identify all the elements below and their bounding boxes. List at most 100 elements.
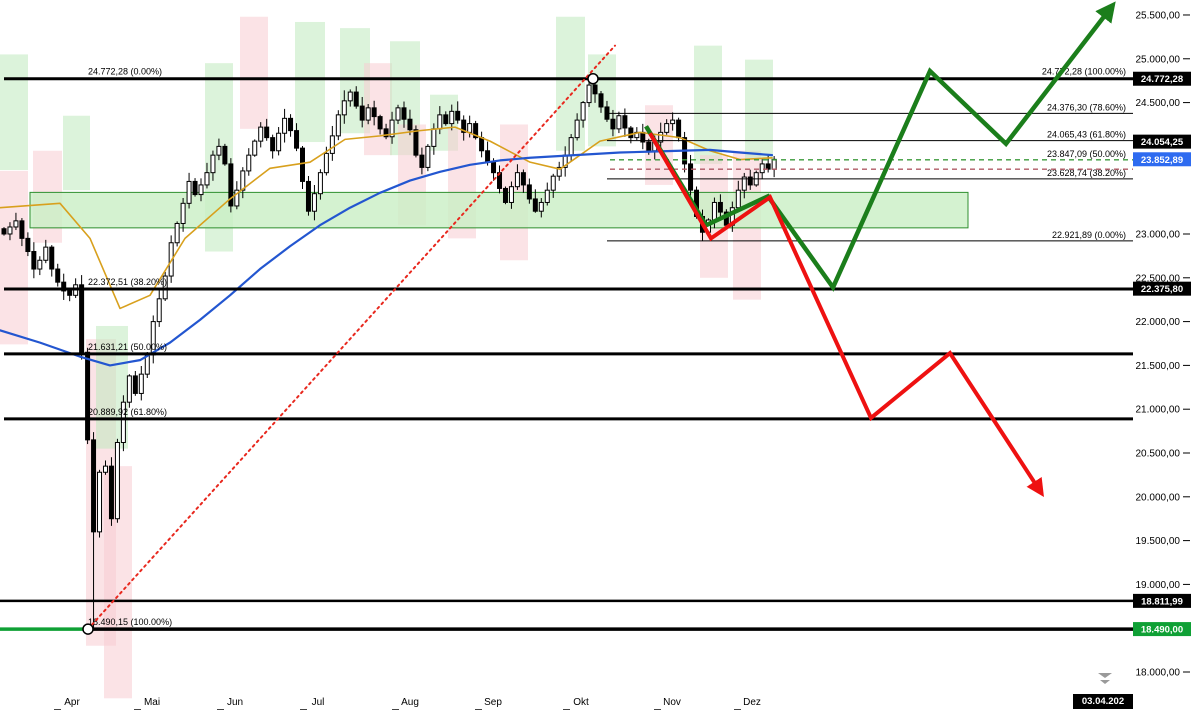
candle-up	[395, 107, 401, 121]
candle-up	[568, 137, 574, 156]
candle-up	[711, 201, 717, 221]
scroll-to-end-icon[interactable]	[1100, 680, 1110, 684]
y-axis-tick-label: 25.000,00	[1136, 54, 1181, 65]
price-badge-label: 24.772,28	[1141, 74, 1183, 85]
demand-zone[interactable]	[295, 21, 325, 143]
candle-up	[449, 110, 455, 125]
support-zone-rect[interactable]	[29, 191, 969, 229]
candle-up	[556, 166, 562, 177]
y-axis-tick-label: 21.500,00	[1136, 361, 1181, 372]
candle-down	[628, 127, 634, 139]
supply-zone[interactable]	[240, 16, 268, 129]
x-axis-month-label: Apr	[64, 697, 80, 708]
bearish-projection[interactable]	[648, 132, 1044, 497]
candle-down	[747, 176, 753, 186]
candle-down	[353, 91, 359, 107]
y-axis-tick-label: 22.500,00	[1136, 273, 1181, 284]
demand-zone[interactable]	[63, 115, 90, 191]
fib-label-right: 22.921,89 (0.00%)	[1052, 230, 1126, 240]
price-badge-label: 18.490,00	[1141, 625, 1183, 636]
dotted-trendline[interactable]	[87, 44, 616, 631]
bullish-projection[interactable]	[644, 1, 1116, 292]
candle-up	[311, 193, 317, 212]
supply-zone[interactable]	[0, 170, 28, 345]
candle-up	[180, 202, 186, 224]
candle-down	[592, 84, 598, 95]
fib-label-left: 24.772,28 (0.00%)	[88, 67, 162, 77]
candle-down	[1, 228, 7, 235]
candle-up	[126, 375, 132, 403]
candle-up	[437, 114, 443, 130]
candle-up	[741, 176, 747, 191]
candle-up	[586, 84, 592, 104]
candle-up	[616, 115, 622, 130]
demand-zone[interactable]	[694, 45, 722, 164]
candle-up	[198, 184, 204, 196]
candle-up	[670, 119, 676, 125]
trendline-anchor-circle[interactable]	[587, 72, 599, 85]
candle-down	[455, 110, 461, 121]
price-badge	[1133, 152, 1191, 167]
y-axis-tick-label: 24.500,00	[1136, 98, 1181, 109]
candle-up	[174, 222, 180, 244]
candle-up	[544, 189, 550, 203]
trendline-anchor-circle[interactable]	[82, 623, 94, 635]
candle-up	[102, 465, 108, 473]
candle-up	[431, 128, 437, 147]
candle-up	[508, 186, 514, 203]
candle-down	[25, 237, 31, 253]
price-badge-label: 22.375,80	[1141, 284, 1183, 295]
fib-label-right: 23.847,09 (50.00%)	[1047, 149, 1126, 159]
candle-up	[258, 126, 264, 142]
candle-up	[658, 131, 664, 143]
candle-up	[162, 275, 168, 300]
fib-label-left: 22.372,51 (38.20%)	[88, 277, 167, 287]
candle-down	[598, 93, 604, 108]
candle-down	[461, 119, 467, 133]
candle-up	[323, 152, 329, 174]
fib-label-left: 21.631,21 (50.00%)	[88, 342, 167, 352]
candle-down	[192, 180, 198, 196]
candle-down	[55, 268, 61, 283]
y-axis-tick-label: 20.500,00	[1136, 449, 1181, 460]
candle-up	[120, 401, 126, 443]
candle-up	[389, 119, 395, 138]
date-badge: 03.04.202	[1073, 694, 1133, 709]
candle-up	[97, 471, 103, 533]
candle-up	[347, 91, 353, 102]
candle-down	[520, 172, 526, 186]
candle-down	[676, 119, 682, 139]
candle-up	[365, 107, 371, 121]
candle-down	[610, 118, 616, 130]
candle-up	[664, 123, 670, 133]
candle-down	[377, 116, 383, 130]
candle-up	[43, 246, 49, 261]
demand-zone[interactable]	[0, 54, 28, 171]
price-badge-label: 24.054,25	[1141, 137, 1184, 148]
candle-up	[771, 158, 777, 170]
candle-up	[13, 220, 19, 228]
candle-down	[646, 141, 652, 152]
fib-label-right: 23.628,74 (38.20%)	[1047, 168, 1126, 178]
y-axis-tick-label: 20.000,00	[1136, 492, 1181, 503]
price-badge	[1133, 622, 1191, 637]
x-axis-month-label: Jul	[312, 697, 325, 708]
candle-down	[688, 163, 694, 191]
candle-down	[305, 180, 311, 212]
candle-down	[270, 137, 276, 152]
candle-up	[282, 117, 288, 134]
candle-down	[383, 128, 389, 138]
y-axis-tick-label: 21.000,00	[1136, 405, 1181, 416]
candle-up	[735, 189, 741, 209]
y-axis-tick-label: 18.000,00	[1136, 668, 1181, 679]
candle-up	[246, 154, 252, 172]
demand-zone[interactable]	[745, 59, 773, 160]
candle-up	[252, 140, 258, 156]
scroll-to-end-icon[interactable]	[1098, 673, 1112, 678]
candle-up	[580, 102, 586, 121]
y-axis-tick-label: 19.000,00	[1136, 580, 1181, 591]
y-axis-tick-label: 19.500,00	[1136, 536, 1181, 547]
candle-down	[222, 145, 228, 165]
